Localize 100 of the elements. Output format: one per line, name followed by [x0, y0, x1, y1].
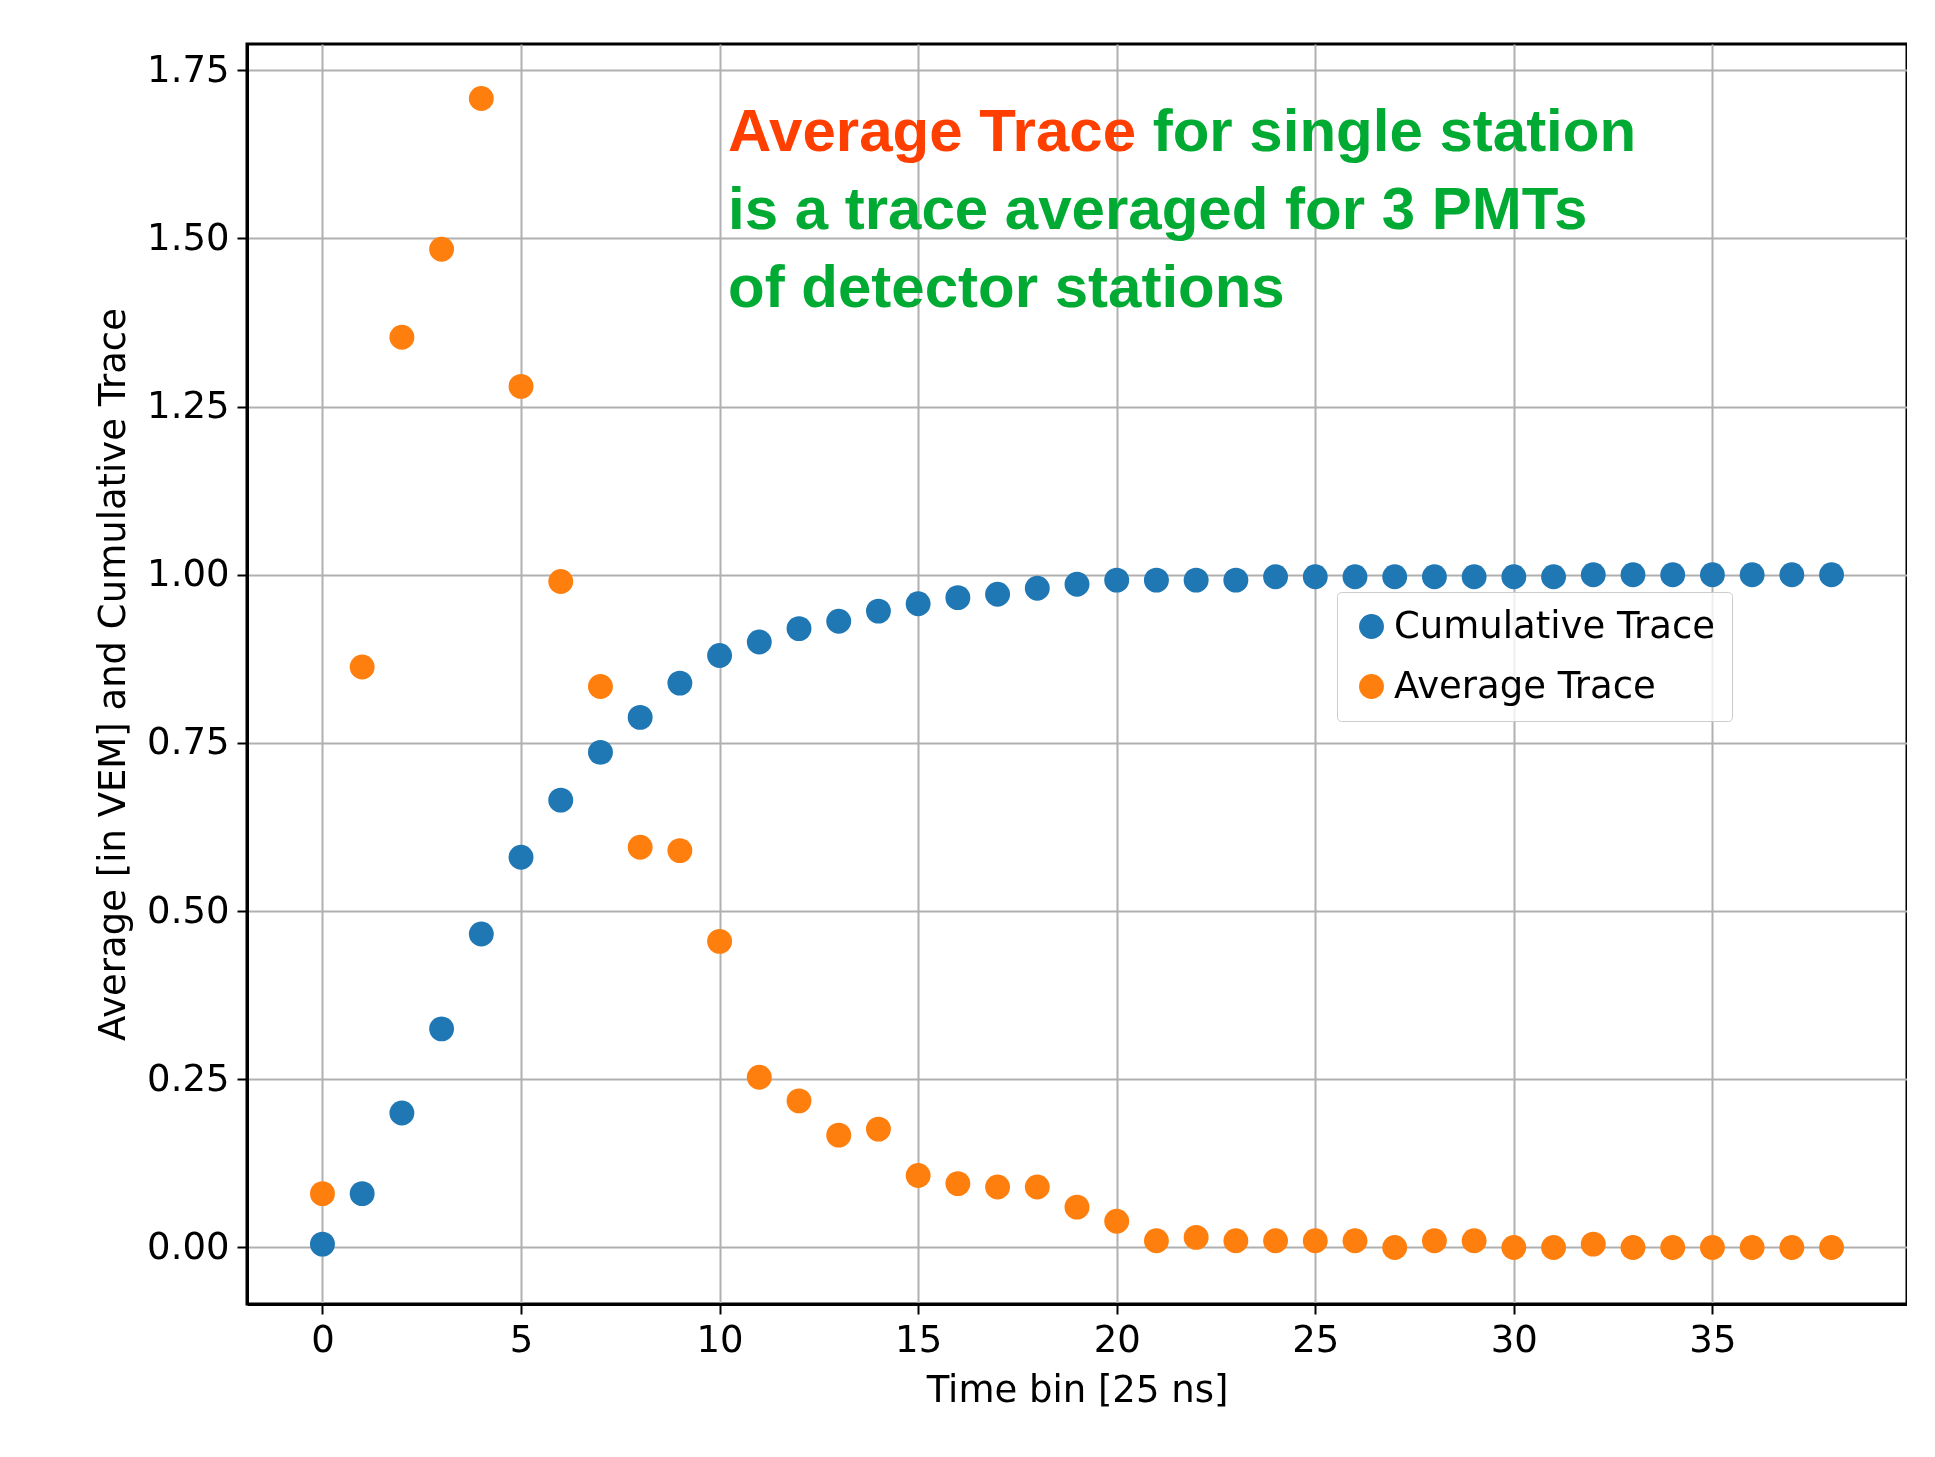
point: [1461, 564, 1487, 590]
point: [1302, 564, 1328, 590]
y-tick-label: 1.00: [147, 552, 230, 596]
point: [1223, 1228, 1249, 1254]
point: [1620, 1235, 1646, 1260]
point: [707, 643, 733, 668]
point: [1739, 562, 1765, 588]
y-tick-label: 1.50: [147, 215, 230, 259]
point: [1143, 567, 1169, 593]
point: [826, 608, 852, 634]
y-tick-label: 1.25: [147, 384, 230, 428]
y-tick-label: 0.25: [147, 1056, 230, 1100]
y-axis-title: Average [in VEM] and Cumulative Trace: [91, 308, 135, 1041]
point: [905, 1163, 931, 1188]
point: [429, 236, 455, 262]
point: [667, 838, 693, 864]
y-tick-label: 0.75: [147, 720, 230, 764]
point: [508, 844, 534, 870]
y-tick-label: 0.00: [147, 1224, 230, 1268]
point: [985, 581, 1011, 607]
point: [587, 674, 613, 699]
point: [587, 739, 613, 765]
x-tick-label: 0: [311, 1317, 335, 1361]
point: [1541, 1235, 1567, 1260]
x-tick-label: 30: [1490, 1317, 1538, 1361]
x-tick-label: 5: [509, 1317, 534, 1361]
point: [1660, 1235, 1686, 1260]
point: [468, 86, 494, 111]
point: [1263, 1228, 1289, 1254]
x-tick-label: 35: [1689, 1317, 1737, 1361]
legend-label: Cumulative Trace: [1394, 603, 1716, 647]
point: [707, 928, 733, 954]
point: [746, 1064, 772, 1090]
point: [1501, 1235, 1527, 1260]
x-tick-label: 20: [1093, 1317, 1141, 1361]
point: [1819, 562, 1844, 588]
annotation: for single station: [1151, 97, 1637, 164]
point: [389, 324, 415, 350]
point: [1779, 1235, 1805, 1260]
point: [1024, 1174, 1050, 1200]
y-tick-label: 0.50: [147, 888, 230, 932]
point: [1620, 562, 1646, 588]
point: [905, 591, 931, 617]
point: [548, 787, 574, 813]
annotation: is a trace averaged for 3 PMTs: [728, 175, 1588, 242]
point: [349, 654, 375, 680]
point: [945, 585, 971, 611]
point: [1699, 1235, 1725, 1260]
point: [826, 1122, 852, 1148]
point: [1024, 575, 1050, 601]
annotation: Average Trace: [728, 97, 1137, 164]
point: [1064, 571, 1090, 597]
point: [1660, 562, 1686, 588]
point: [389, 1100, 415, 1126]
point: [1382, 564, 1408, 590]
point: [1183, 567, 1209, 593]
point: [1461, 1228, 1487, 1254]
point: [1382, 1235, 1408, 1260]
point: [1064, 1194, 1090, 1220]
point: [1819, 1235, 1844, 1260]
x-tick-label: 25: [1292, 1317, 1340, 1361]
point: [1342, 564, 1368, 590]
point: [1342, 1228, 1368, 1254]
point: [1302, 1228, 1328, 1254]
point: [746, 629, 772, 655]
point: [1223, 567, 1249, 593]
point: [1541, 564, 1567, 590]
point: [310, 1231, 335, 1257]
x-tick-label: 15: [895, 1317, 943, 1361]
legend-label: Average Trace: [1394, 663, 1656, 707]
point: [1580, 1231, 1606, 1257]
point: [1104, 567, 1130, 593]
point: [786, 1088, 812, 1114]
annotation: of detector stations: [728, 253, 1285, 320]
point: [865, 598, 891, 624]
point: [310, 1181, 335, 1207]
point: [1104, 1208, 1130, 1234]
point: [945, 1171, 971, 1197]
point: [349, 1181, 375, 1207]
point: [667, 670, 693, 696]
point: [786, 616, 812, 642]
point: [1501, 564, 1527, 590]
point: [1421, 1228, 1447, 1254]
point: [429, 1016, 455, 1042]
point: [468, 921, 494, 947]
point: [1739, 1235, 1765, 1260]
point: [865, 1116, 891, 1142]
point: [1779, 562, 1805, 588]
y-tick-label: 1.75: [147, 47, 230, 91]
point: [1143, 1228, 1169, 1254]
point: [1263, 564, 1289, 590]
point: [627, 834, 653, 860]
x-tick-label: 10: [696, 1317, 744, 1361]
point: [1699, 562, 1725, 588]
point: [1580, 562, 1606, 588]
point: [508, 373, 534, 399]
point: [1421, 564, 1447, 590]
x-axis-title: Time bin [25 ns]: [925, 1367, 1229, 1411]
point: [627, 704, 653, 730]
point: [985, 1174, 1011, 1200]
